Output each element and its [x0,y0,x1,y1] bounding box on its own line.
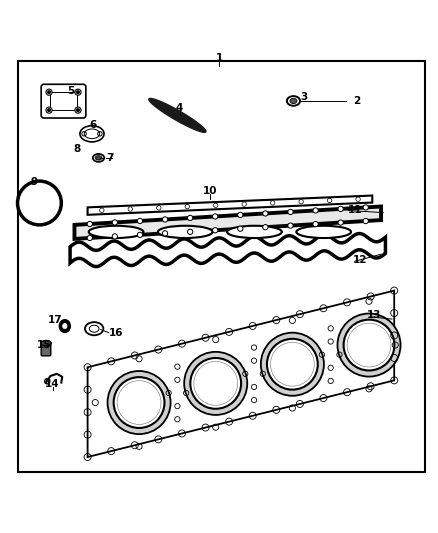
Circle shape [48,109,50,111]
Circle shape [48,91,50,93]
FancyBboxPatch shape [41,84,86,118]
Text: 15: 15 [36,341,51,350]
Ellipse shape [80,126,104,142]
Text: 8: 8 [73,144,80,154]
Circle shape [77,91,79,93]
Circle shape [75,89,81,95]
Circle shape [107,371,170,434]
Circle shape [77,109,79,111]
Circle shape [263,211,268,216]
Circle shape [338,206,343,212]
Circle shape [288,209,293,215]
Circle shape [238,212,243,217]
Polygon shape [149,99,206,132]
Text: 10: 10 [203,185,218,196]
Circle shape [212,214,218,219]
Polygon shape [74,206,381,239]
Text: 1: 1 [215,53,223,62]
Circle shape [87,221,92,227]
Circle shape [87,236,92,240]
Circle shape [212,228,218,233]
Circle shape [267,339,318,390]
Circle shape [261,333,324,396]
Circle shape [187,229,193,235]
Circle shape [288,223,293,228]
Circle shape [138,219,143,223]
Ellipse shape [63,324,67,329]
Bar [50,92,77,110]
Circle shape [263,224,268,230]
Text: 2: 2 [353,96,360,106]
Circle shape [363,205,368,210]
Text: 16: 16 [109,328,124,338]
Circle shape [337,313,400,377]
Circle shape [46,89,52,95]
Circle shape [190,358,241,409]
Circle shape [313,222,318,227]
Circle shape [112,234,117,239]
Text: 3: 3 [301,92,308,102]
Circle shape [313,208,318,213]
Circle shape [343,320,394,370]
Ellipse shape [88,226,143,238]
Text: 9: 9 [30,176,37,187]
Ellipse shape [41,341,51,346]
Circle shape [75,107,81,113]
Text: 14: 14 [45,379,60,389]
Ellipse shape [227,226,282,238]
Circle shape [338,220,343,225]
Circle shape [114,377,164,428]
Polygon shape [70,233,385,266]
Ellipse shape [95,156,102,160]
Text: 11: 11 [347,205,362,215]
Circle shape [363,219,368,224]
Ellipse shape [60,320,70,332]
Ellipse shape [296,226,351,238]
Text: 5: 5 [67,86,74,96]
Circle shape [187,215,193,221]
Text: 4: 4 [176,103,183,113]
Circle shape [238,226,243,231]
Ellipse shape [290,98,297,103]
Polygon shape [88,196,372,215]
FancyBboxPatch shape [41,344,51,356]
Text: 7: 7 [107,153,114,163]
Text: 6: 6 [90,120,97,130]
Circle shape [112,220,117,225]
Circle shape [138,232,143,238]
Circle shape [162,217,168,222]
Polygon shape [88,290,394,457]
Circle shape [184,352,247,415]
Text: 12: 12 [353,255,368,265]
Circle shape [46,107,52,113]
Circle shape [162,231,168,236]
Text: 13: 13 [367,310,382,320]
Ellipse shape [158,226,213,238]
Text: 17: 17 [47,315,62,325]
